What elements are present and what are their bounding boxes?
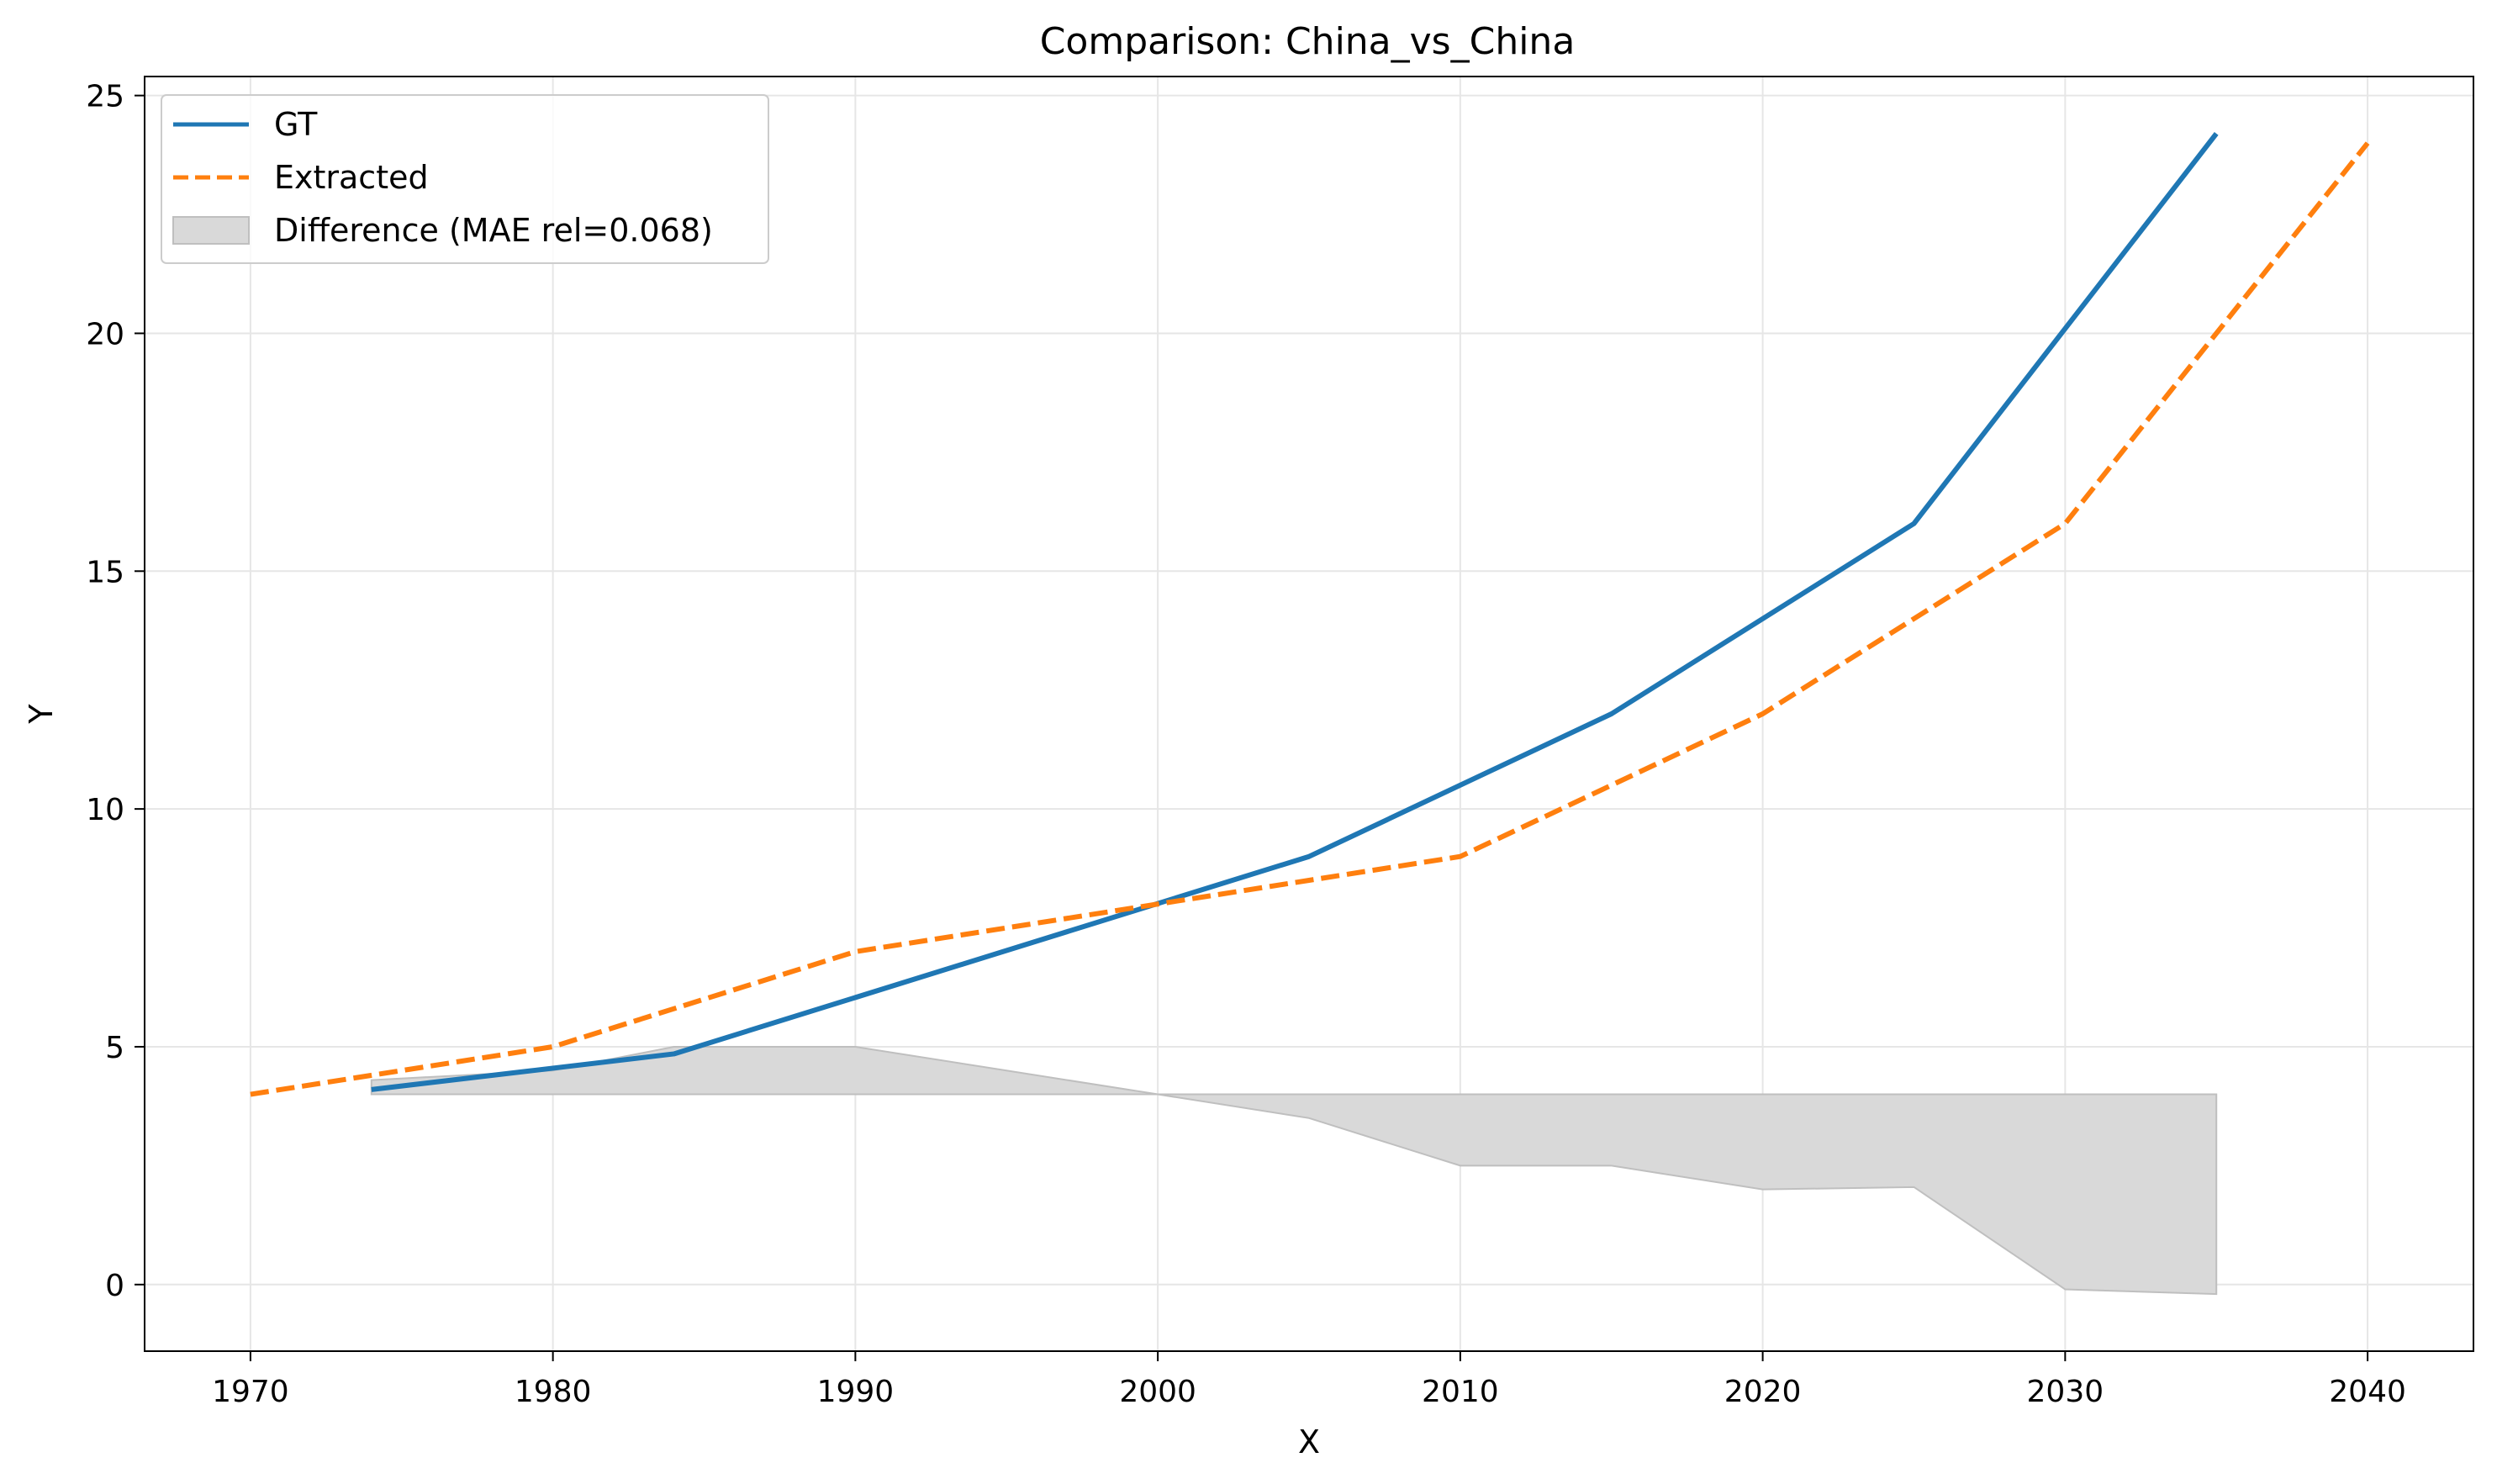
y-axis-label: Y [23, 704, 60, 725]
series-line-gt [371, 132, 2219, 1092]
x-axis-ticks: 1970 1980 1990 2000 2010 2020 2030 2040 [212, 1351, 2406, 1409]
y-tick-label: 5 [105, 1031, 124, 1065]
x-tick-label: 1990 [817, 1375, 895, 1409]
legend-difference-label: Difference (MAE rel=0.068) [274, 212, 713, 249]
difference-band-area [370, 1045, 2218, 1296]
x-tick-label: 2040 [2329, 1375, 2406, 1409]
legend-gt-label: GT [274, 106, 318, 143]
x-tick-label: 2030 [2027, 1375, 2104, 1409]
series-lines [250, 132, 2370, 1097]
series-line-extracted [250, 141, 2370, 1097]
y-tick-label: 0 [105, 1269, 124, 1303]
chart-title: Comparison: China_vs_China [1040, 20, 1576, 63]
y-tick-label: 25 [86, 80, 124, 114]
x-tick-label: 2000 [1119, 1375, 1196, 1409]
legend-extracted-label: Extracted [274, 159, 429, 196]
y-tick-label: 10 [86, 793, 124, 827]
legend-box [161, 94, 769, 264]
legend-difference-swatch [172, 216, 250, 245]
x-tick-label: 2020 [1724, 1375, 1802, 1409]
difference-band-layer [370, 1045, 2218, 1296]
x-tick-label: 1970 [212, 1375, 289, 1409]
y-tick-label: 20 [86, 317, 124, 351]
x-axis-label: X [1298, 1423, 1320, 1460]
y-tick-label: 15 [86, 555, 124, 589]
x-tick-label: 2010 [1422, 1375, 1499, 1409]
plot-frame [144, 76, 2474, 1352]
x-tick-label: 1980 [515, 1375, 592, 1409]
y-axis-ticks: 0 5 10 15 20 25 [86, 80, 145, 1303]
legend: GT Extracted Difference (MAE rel=0.068) [161, 94, 769, 264]
